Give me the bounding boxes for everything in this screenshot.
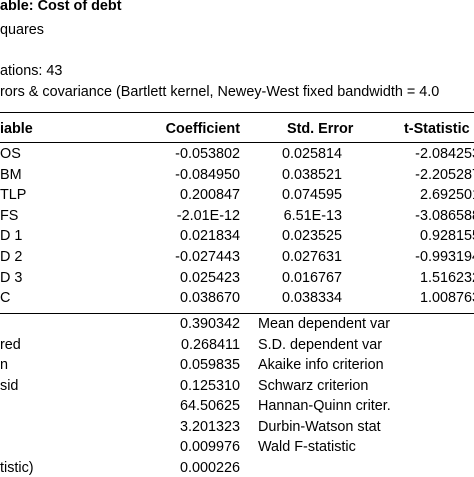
stat-value: 3.201323 <box>179 418 240 435</box>
stat-label: sid <box>0 377 19 394</box>
variable-name: C <box>0 290 11 307</box>
variable-name: D 3 <box>0 269 23 286</box>
coefficient-value: 0.038670 <box>179 290 240 307</box>
stat-label-secondary: Mean dependent var <box>258 316 391 332</box>
t-statistic-value: 0.928155 <box>419 228 474 245</box>
variable-name: OS <box>0 146 21 162</box>
coefficient-value: -0.027443 <box>175 249 240 265</box>
t-statistic-value: -3.086588 <box>415 207 474 224</box>
std-error-value: 0.038334 <box>281 290 342 307</box>
stat-value: 0.000226 <box>179 459 240 476</box>
stat-value: 0.390342 <box>179 316 240 332</box>
std-error-value: 0.074595 <box>281 187 342 204</box>
stat-value: 0.009976 <box>179 439 240 455</box>
stat-label-secondary: Wald F-statistic <box>258 439 356 455</box>
stat-label: red <box>0 336 21 353</box>
column-header-variable: iable <box>0 121 33 137</box>
standard-errors-note: rors & covariance (Bartlett kernel, Newe… <box>0 84 440 100</box>
stat-value: 0.059835 <box>179 357 240 373</box>
variable-name: BM <box>0 166 22 183</box>
stat-label-secondary: S.D. dependent var <box>258 336 382 353</box>
std-error-value: 0.027631 <box>281 249 342 265</box>
variable-name: D 2 <box>0 249 23 265</box>
stat-label: tistic) <box>0 459 34 476</box>
t-statistic-value: -0.993194 <box>415 249 474 265</box>
t-statistic-value: 1.008763 <box>419 290 474 307</box>
t-statistic-value: -2.084253 <box>415 146 474 162</box>
std-error-value: 0.023525 <box>281 228 342 245</box>
stat-value: 0.268411 <box>181 336 240 353</box>
stat-value: 0.125310 <box>179 377 240 394</box>
coefficient-value: -0.053802 <box>175 146 240 162</box>
stat-value: 64.50625 <box>179 398 240 414</box>
variable-name: TLP <box>0 187 27 204</box>
coefficient-value: 0.021834 <box>179 228 240 245</box>
variable-name: FS <box>0 207 19 224</box>
coefficient-value: -0.084950 <box>175 166 240 183</box>
std-error-value: 0.038521 <box>281 166 342 183</box>
column-header-std-error: Std. Error <box>287 121 354 137</box>
top-rule <box>0 112 474 113</box>
middle-rule <box>0 313 474 314</box>
stat-label-secondary: Schwarz criterion <box>258 377 369 394</box>
header-rule <box>0 142 474 143</box>
estimation-method: quares <box>0 22 45 38</box>
std-error-value: 6.51E-13 <box>283 207 342 224</box>
t-statistic-value: 1.516232 <box>419 269 474 286</box>
column-header-coefficient: Coefficient <box>165 121 240 137</box>
variable-name: D 1 <box>0 228 23 245</box>
std-error-value: 0.016767 <box>281 269 342 286</box>
coefficient-value: -2.01E-12 <box>176 207 240 224</box>
stat-label-secondary: Akaike info criterion <box>258 357 384 373</box>
t-statistic-value: 2.692501 <box>419 187 474 204</box>
column-header-t-statistic: t-Statistic <box>404 121 470 137</box>
table-title: able: Cost of debt <box>0 0 122 14</box>
stat-label: n <box>0 357 9 373</box>
t-statistic-value: -2.205287 <box>415 166 474 183</box>
coefficient-value: 0.200847 <box>179 187 240 204</box>
stat-label-secondary: Hannan-Quinn criter. <box>258 398 391 414</box>
coefficient-value: 0.025423 <box>179 269 240 286</box>
stat-label-secondary: Durbin-Watson stat <box>258 418 381 435</box>
std-error-value: 0.025814 <box>281 146 342 162</box>
included-observations: ations: 43 <box>0 63 63 79</box>
